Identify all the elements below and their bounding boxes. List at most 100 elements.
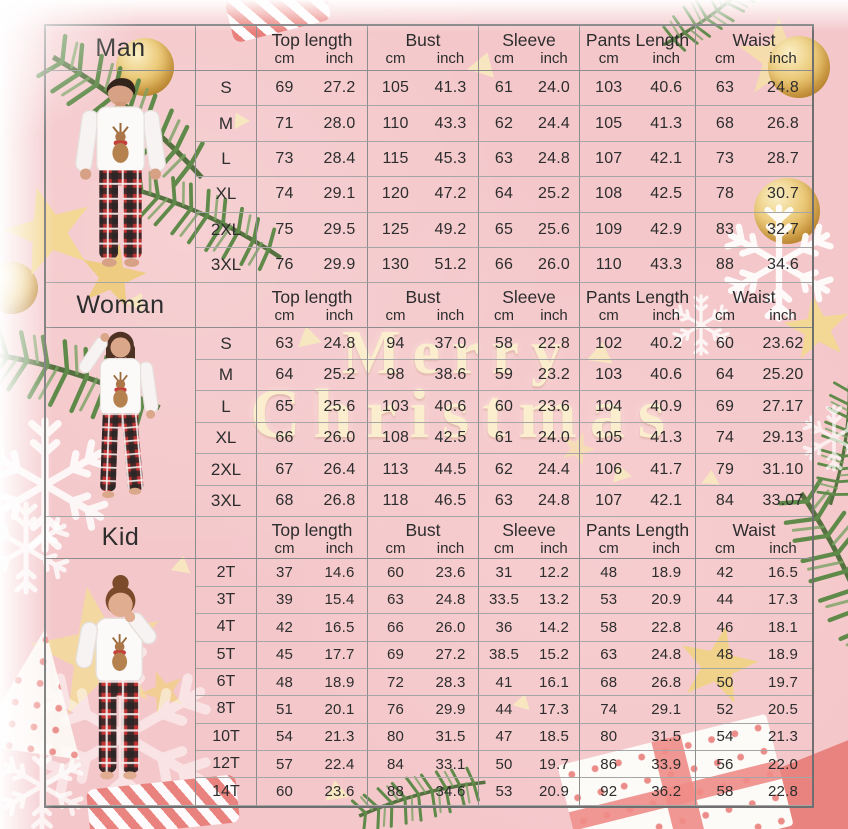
measurement-cell: 53 20.9 bbox=[479, 778, 580, 806]
measurement-cell: 50 19.7 bbox=[479, 751, 580, 779]
cm-value: 103 bbox=[595, 79, 623, 97]
cm-value: 110 bbox=[595, 256, 622, 274]
unit-row: cm inch bbox=[257, 540, 367, 557]
unit-inch-label: inch bbox=[436, 307, 465, 325]
section-title-man: Man bbox=[46, 26, 196, 71]
measurement-cell: 66 26.0 bbox=[368, 614, 479, 642]
column-label: Bust bbox=[405, 519, 441, 540]
inch-value: 16.5 bbox=[768, 564, 798, 582]
measurement-cell: 38.5 15.2 bbox=[479, 641, 580, 669]
size-label-cell: 2T bbox=[196, 559, 257, 587]
inch-value: 21.3 bbox=[324, 728, 355, 746]
measurement-cell: 36 14.2 bbox=[479, 614, 580, 642]
inch-value: 43.3 bbox=[650, 256, 683, 274]
measurement-cell: 103 40.6 bbox=[368, 391, 479, 423]
cm-value: 92 bbox=[600, 783, 618, 801]
cm-value: 48 bbox=[275, 673, 294, 691]
cm-value: 65 bbox=[275, 397, 294, 415]
inch-value: 26.0 bbox=[323, 429, 356, 447]
column-label: Top length bbox=[271, 287, 353, 308]
inch-value: 18.9 bbox=[651, 564, 682, 582]
cm-value: 60 bbox=[386, 564, 405, 582]
inch-value: 23.6 bbox=[324, 783, 355, 801]
inch-value: 24.8 bbox=[323, 334, 356, 352]
inch-value: 31.10 bbox=[762, 460, 804, 478]
measurement-cell: 110 43.3 bbox=[368, 106, 479, 142]
cm-value: 125 bbox=[381, 220, 410, 238]
unit-cm-label: cm bbox=[494, 307, 514, 325]
cm-value: 78 bbox=[715, 185, 735, 203]
unit-cm-label: cm bbox=[274, 50, 295, 68]
cm-value: 48 bbox=[716, 646, 734, 664]
cm-value: 76 bbox=[386, 700, 405, 718]
cm-value: 79 bbox=[715, 460, 735, 478]
cm-value: 56 bbox=[716, 755, 734, 773]
inch-value: 42.9 bbox=[650, 220, 683, 238]
cm-value: 45 bbox=[275, 646, 294, 664]
cm-value: 74 bbox=[275, 185, 294, 203]
cm-value: 64 bbox=[275, 366, 294, 384]
measurement-cell: 48 18.9 bbox=[257, 668, 368, 697]
cm-value: 67 bbox=[275, 460, 294, 478]
inch-value: 21.3 bbox=[768, 728, 798, 746]
unit-inch-label: inch bbox=[769, 50, 797, 68]
size-label-cell: 5T bbox=[196, 641, 257, 669]
inch-value: 40.2 bbox=[650, 334, 683, 352]
inch-value: 40.9 bbox=[650, 397, 683, 415]
cm-value: 39 bbox=[275, 591, 294, 609]
cm-value: 48 bbox=[600, 564, 618, 582]
inch-value: 47.2 bbox=[434, 185, 467, 203]
inch-value: 23.6 bbox=[435, 564, 466, 582]
unit-inch-label: inch bbox=[769, 539, 797, 557]
inch-value: 26.4 bbox=[323, 460, 356, 478]
measurement-cell: 58 22.8 bbox=[479, 328, 580, 360]
inch-value: 23.6 bbox=[538, 397, 570, 415]
measurement-cell: 73 28.4 bbox=[257, 141, 368, 178]
unit-cm-label: cm bbox=[274, 307, 295, 325]
cm-value: 64 bbox=[494, 185, 514, 203]
measurement-cell: 42 16.5 bbox=[696, 559, 812, 587]
size-label-cell: 10T bbox=[196, 723, 257, 752]
inch-value: 25.20 bbox=[762, 366, 804, 384]
cm-value: 63 bbox=[494, 492, 514, 510]
inch-value: 26.8 bbox=[651, 673, 682, 691]
unit-cm-label: cm bbox=[274, 539, 295, 557]
cm-value: 73 bbox=[275, 149, 294, 167]
measurement-cell: 74 29.1 bbox=[580, 696, 696, 724]
inch-value: 29.1 bbox=[651, 700, 682, 718]
inch-value: 40.6 bbox=[650, 366, 683, 384]
inch-value: 30.7 bbox=[767, 185, 799, 203]
unit-cm-label: cm bbox=[715, 307, 735, 325]
measurement-cell: 74 29.13 bbox=[696, 423, 812, 455]
inch-value: 25.6 bbox=[538, 220, 570, 238]
measurement-cell: 84 33.1 bbox=[368, 751, 479, 779]
measurement-cell: 62 24.4 bbox=[479, 106, 580, 142]
column-header-1: Bust cm inch bbox=[368, 26, 479, 71]
inch-value: 24.0 bbox=[538, 429, 570, 447]
cm-value: 98 bbox=[386, 366, 405, 384]
cm-value: 64 bbox=[715, 366, 735, 384]
inch-value: 24.8 bbox=[651, 646, 682, 664]
measurement-cell: 108 42.5 bbox=[580, 177, 696, 213]
column-label: Waist bbox=[732, 29, 776, 50]
unit-cm-label: cm bbox=[715, 539, 735, 557]
inch-value: 33.07 bbox=[762, 492, 804, 510]
size-label-cell: 4T bbox=[196, 614, 257, 642]
measurement-cell: 66 26.0 bbox=[257, 422, 368, 455]
unit-row: cm inch bbox=[479, 50, 579, 67]
inch-value: 17.3 bbox=[539, 700, 569, 718]
section-man: Man Top length cm inch Bust cm inch Sleeve cm inc… bbox=[46, 26, 812, 284]
measurement-cell: 107 42.1 bbox=[580, 141, 696, 178]
measurement-cell: 63 24.8 bbox=[479, 485, 580, 518]
cm-value: 36 bbox=[495, 618, 513, 636]
column-label: Pants Length bbox=[585, 29, 690, 50]
measurement-cell: 103 40.6 bbox=[580, 359, 696, 392]
measurement-cell: 76 29.9 bbox=[368, 696, 479, 724]
unit-cm-label: cm bbox=[598, 539, 619, 557]
cm-value: 80 bbox=[600, 728, 618, 746]
cm-value: 74 bbox=[715, 429, 735, 447]
unit-row: cm inch bbox=[368, 50, 478, 67]
cm-value: 115 bbox=[382, 149, 409, 167]
measurement-cell: 64 25.2 bbox=[257, 359, 368, 392]
measurement-cell: 44 17.3 bbox=[696, 587, 812, 615]
